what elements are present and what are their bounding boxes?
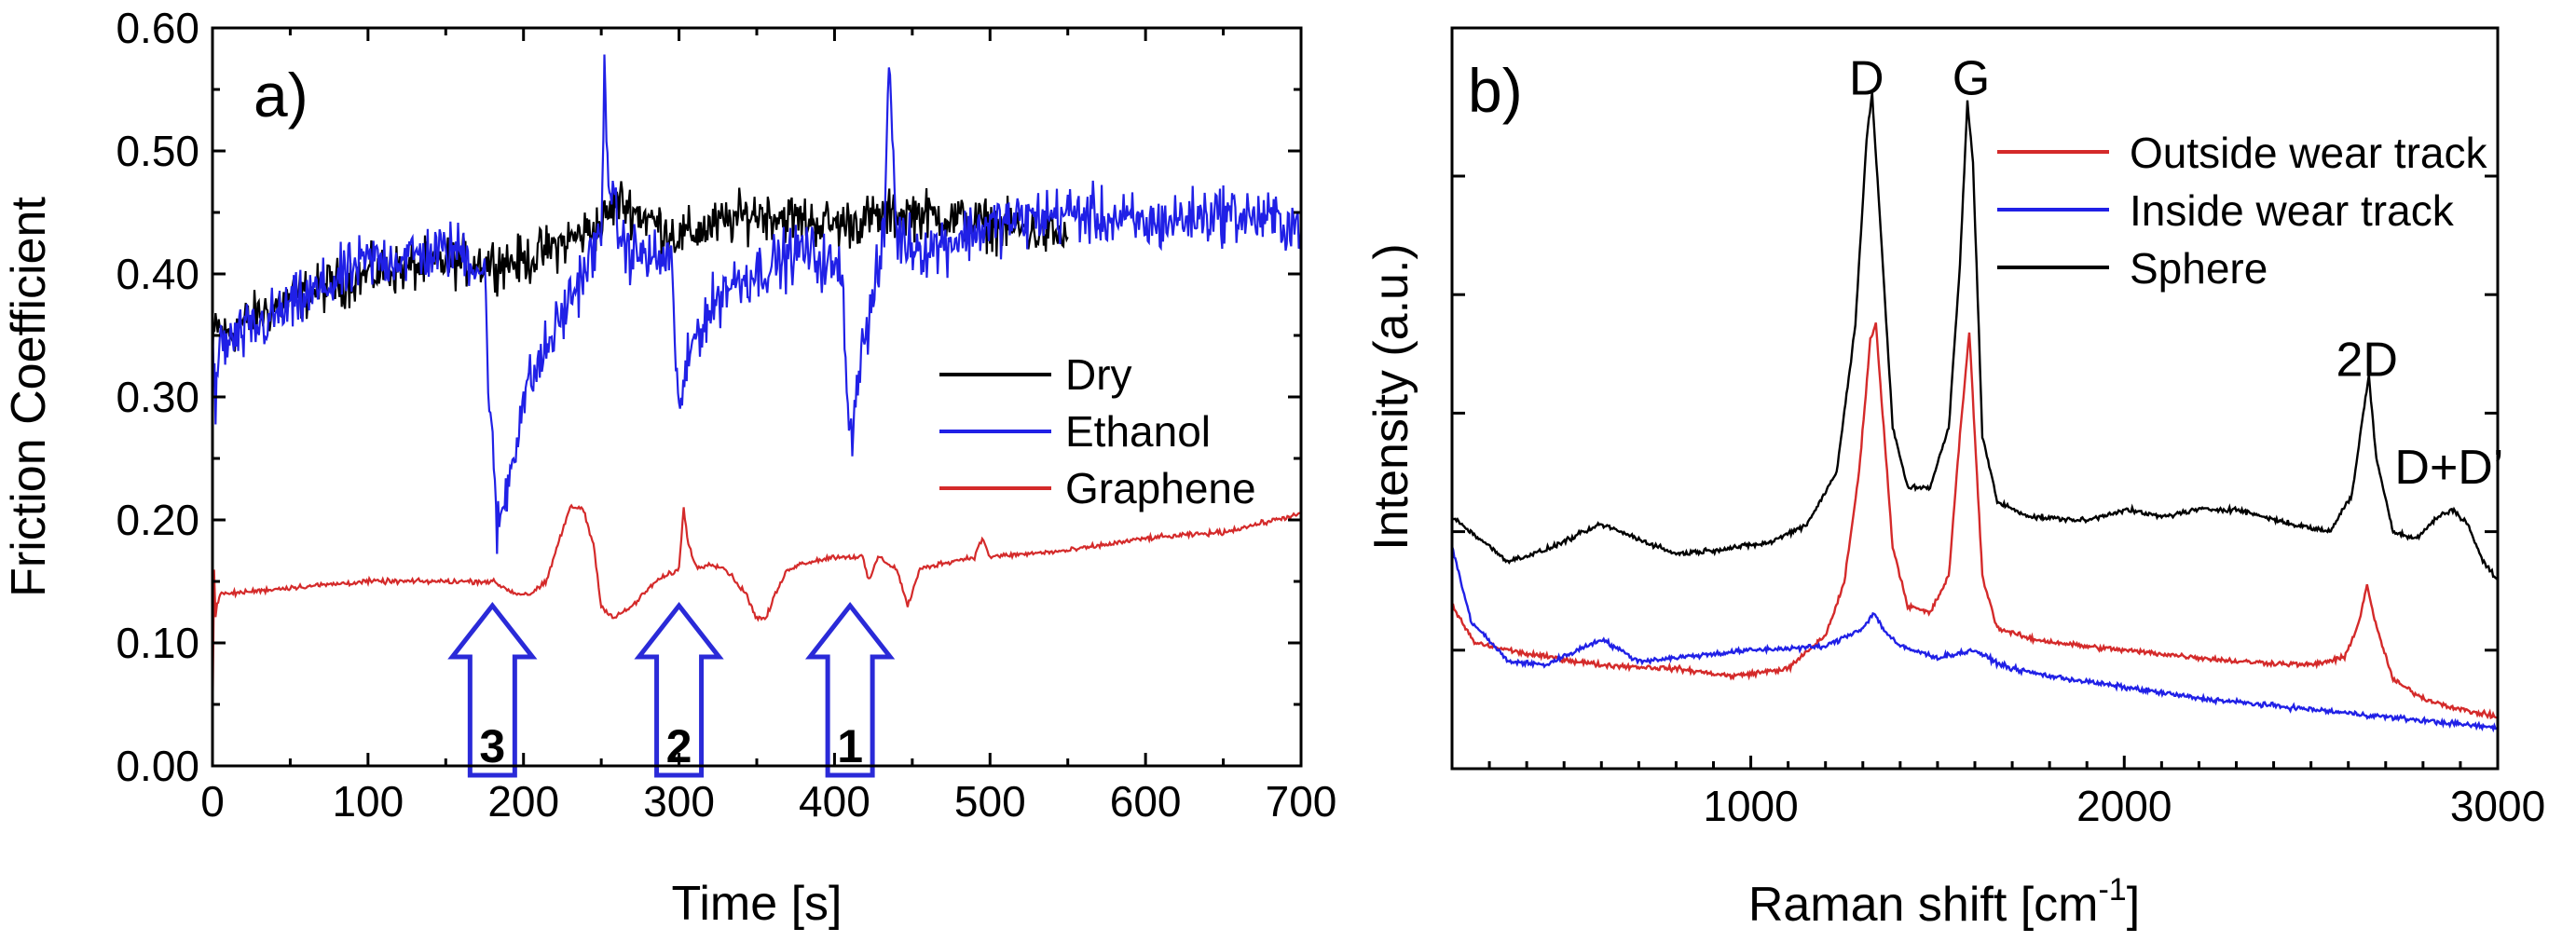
x-tick-label: 400 [799,777,870,826]
panel-a-legend: Dry Ethanol Graphene [939,350,1256,512]
legend-label-outside-wear-track: Outside wear track [2130,129,2487,177]
series-line-dry [211,181,1069,359]
peak-label-d: D [1849,52,1884,106]
legend-label-dry: Dry [1065,350,1132,399]
series-line-ethanol [211,54,1303,554]
panel-b-x-axis-title-main: Raman shift [cm [1748,878,2099,932]
raman-x-tick-label: 2000 [2076,782,2172,830]
y-tick-label: 0.30 [116,373,199,421]
panel-b-x-axis-title-suffix: ] [2127,878,2140,932]
raman-x-tick-label: 1000 [1703,782,1798,830]
panel-a-plot-frame [211,26,1303,768]
x-tick-label: 600 [1110,777,1182,826]
series-line-graphene [211,503,1302,730]
legend-label-ethanol: Ethanol [1065,407,1211,456]
x-tick-label: 700 [1266,777,1337,826]
y-tick-label: 0.10 [116,619,199,667]
y-tick-label: 0.20 [116,496,199,544]
panel-a-label: a) [253,61,308,130]
arrow-marker-3 [447,601,538,778]
panel-b-ticks-group: 1000 2000 3000 [1452,174,2545,830]
x-tick-label: 100 [332,777,404,826]
series-line-sphere [1451,92,2499,581]
panel-a-x-axis-title: Time [s] [672,877,843,931]
arrow-marker-2 [634,601,724,778]
series-line-inside-wear-track [1450,545,2499,733]
panel-b-raman-chart: 1000 2000 3000 D G 2D D+D’ b) Raman shift [cm… [1364,26,2545,932]
y-tick-label: 0.60 [116,4,199,52]
panel-b-legend: Outside wear track Inside wear track Sph… [1997,129,2487,293]
panel-a-series-group [211,54,1303,730]
legend-label-graphene: Graphene [1065,464,1256,512]
panel-b-series-group [1450,92,2499,733]
panel-b-label: b) [1468,56,1523,125]
x-tick-label: 200 [487,777,559,826]
peak-label-2d: 2D [2336,334,2398,388]
y-tick-label: 0.00 [116,742,199,790]
peak-label-d-d: D+D’ [2394,441,2503,495]
arrow-label-3: 3 [479,720,505,772]
x-tick-label: 500 [954,777,1026,826]
panel-b-x-axis-title-superscript: -1 [2098,872,2126,908]
raman-x-tick-label: 3000 [2450,782,2545,830]
peak-label-g: G [1953,52,1990,106]
panel-b-x-axis-title: Raman shift [cm-1] [1748,872,2140,932]
legend-label-sphere: Sphere [2130,244,2268,293]
panel-a-ticks-group: 0 100 200 300 400 500 600 700 0.00 0.10 0.20 0.30 0.… [116,4,1336,826]
panel-b-peak-labels: D G 2D D+D’ [1849,52,2503,495]
x-tick-label: 0 [200,777,225,826]
x-tick-label: 300 [643,777,715,826]
legend-label-inside-wear-track: Inside wear track [2130,186,2455,235]
series-line-outside-wear-track [1451,321,2499,720]
panel-a-y-axis-title: Friction Coefficient [2,197,56,597]
y-tick-label: 0.40 [116,250,199,298]
panel-b-y-axis-title: Intensity (a.u.) [1364,243,1418,550]
arrow-marker-1 [804,601,896,778]
y-tick-label: 0.50 [116,127,199,175]
arrow-label-1: 1 [837,720,863,772]
